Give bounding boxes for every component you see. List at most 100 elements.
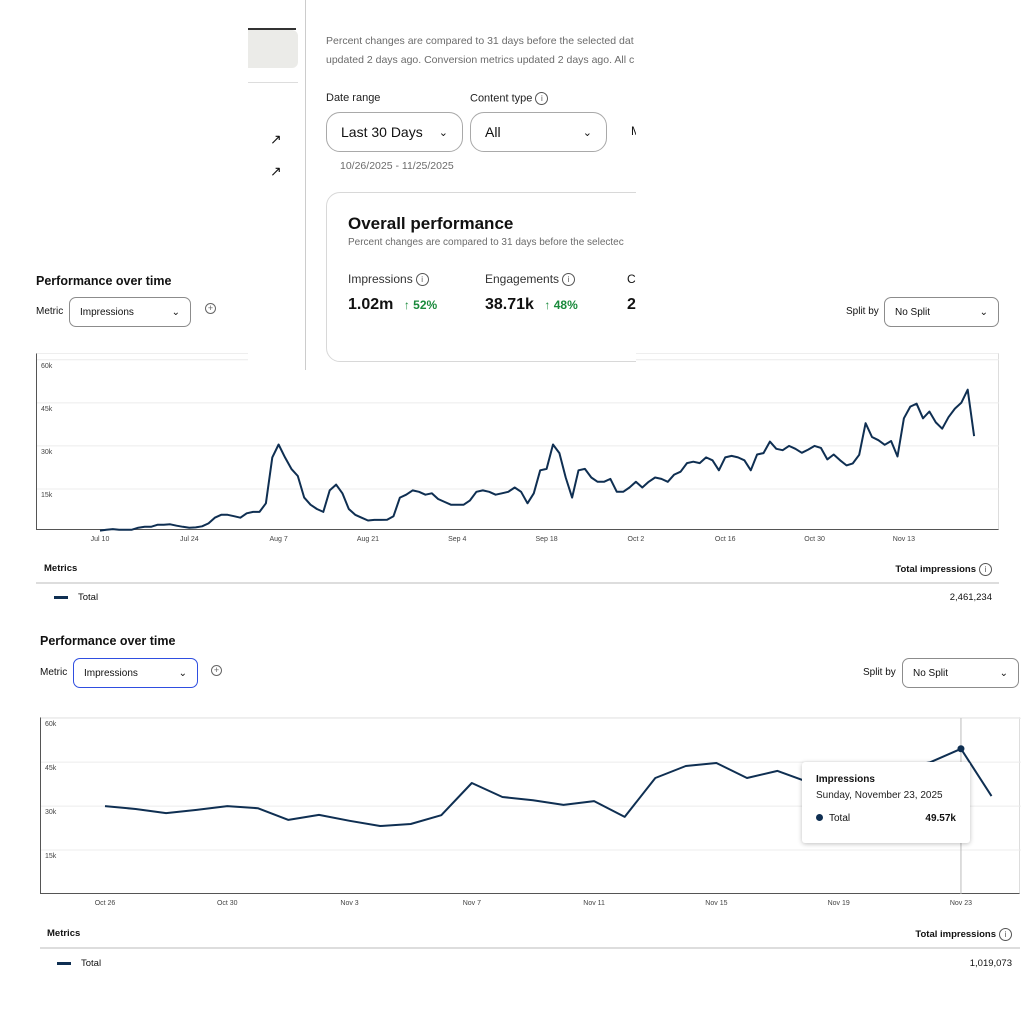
- tooltip-value: 49.57k: [925, 813, 956, 824]
- chevron-down-icon: ⌄: [582, 126, 592, 139]
- metric-dropdown[interactable]: Impressions ⌄: [73, 658, 198, 688]
- split-value: No Split: [895, 306, 931, 318]
- engagements-change: ↑ 48%: [544, 298, 577, 312]
- x-tick-label: Aug 7: [269, 536, 287, 543]
- truncated-metric-value: 2: [627, 296, 636, 313]
- split-value: No Split: [913, 667, 949, 679]
- x-tick-label: Oct 30: [804, 536, 825, 543]
- notice-text: updated 2 days ago. Conversion metrics u…: [326, 54, 635, 66]
- content-type-dropdown[interactable]: All ⌄: [470, 112, 607, 152]
- info-icon[interactable]: i: [562, 273, 576, 287]
- engagements-metric: 38.71k ↑ 48%: [485, 296, 578, 314]
- chart-tooltip: Impressions Sunday, November 23, 2025 To…: [802, 762, 970, 843]
- x-tick-label: Nov 15: [705, 900, 727, 907]
- metric-value: Impressions: [80, 306, 134, 318]
- x-tick-label: Nov 7: [463, 900, 481, 907]
- engagements-value: 38.71k: [485, 296, 534, 313]
- chevron-down-icon: ⌄: [438, 126, 448, 139]
- x-tick-label: Nov 19: [828, 900, 850, 907]
- x-tick-label: Nov 13: [893, 536, 915, 543]
- y-tick-label: 30k: [41, 449, 53, 456]
- date-span: 10/26/2025 - 11/25/2025: [340, 160, 454, 172]
- analytics-overview-panel: ↗ ↗ Percent changes are compared to 31 d…: [248, 0, 636, 370]
- y-tick-label: 15k: [41, 492, 53, 499]
- truncated-dropdown-label[interactable]: M: [631, 124, 636, 138]
- x-tick-label: Oct 2: [628, 536, 645, 543]
- line-chart: 60k 45k 30k 15k Jul 10 Jul 24 Aug 7 Aug 21 Sep 4…: [37, 359, 999, 543]
- info-icon[interactable]: i: [979, 563, 992, 576]
- section-title: Performance over time: [40, 634, 176, 648]
- y-tick-label: 15k: [45, 853, 57, 860]
- x-tick-label: Nov 11: [583, 900, 605, 907]
- tooltip-title: Impressions: [816, 774, 875, 785]
- info-icon[interactable]: i: [535, 92, 549, 105]
- impressions-label: Impressions i: [348, 272, 429, 287]
- impressions-metric: 1.02m ↑ 52%: [348, 296, 437, 314]
- chevron-down-icon: ⌄: [999, 667, 1008, 679]
- split-by-dropdown[interactable]: No Split ⌄: [884, 297, 999, 327]
- divider: [40, 947, 1020, 949]
- chart-area: 60k 45k 30k 15k Jul 10 Jul 24 Aug 7 Aug 21 Sep 4…: [36, 353, 999, 543]
- split-by-label: Split by: [846, 306, 879, 317]
- legend-row: Total: [57, 958, 101, 969]
- impressions-change: ↑ 52%: [404, 298, 437, 312]
- chevron-down-icon: ⌄: [979, 306, 988, 318]
- metric-dropdown[interactable]: Impressions ⌄: [69, 297, 191, 327]
- engagements-label-text: Engagements: [485, 272, 560, 286]
- divider: [36, 582, 999, 584]
- x-tick-label: Oct 16: [715, 536, 736, 543]
- x-tick-label: Oct 30: [217, 900, 238, 907]
- overall-performance-card: Overall performance Percent changes are …: [326, 192, 636, 362]
- metric-label: Metric: [36, 306, 64, 317]
- series-line-total[interactable]: [99, 388, 976, 532]
- divider: [305, 0, 306, 370]
- metric-label: Metric: [40, 667, 68, 678]
- x-tick-label: Sep 4: [448, 536, 466, 543]
- chevron-down-icon: ⌄: [171, 306, 180, 318]
- arrow-up-icon: ↑: [403, 298, 410, 312]
- nav-indicator: [248, 28, 296, 30]
- x-tick-label: Nov 3: [340, 900, 358, 907]
- y-tick-label: 30k: [45, 809, 57, 816]
- impressions-value: 1.02m: [348, 296, 394, 313]
- y-tick-label: 60k: [45, 721, 57, 728]
- external-link-icon[interactable]: ↗: [270, 131, 282, 147]
- content-type-label-text: Content type: [470, 92, 533, 105]
- x-tick-label: Nov 23: [950, 900, 972, 907]
- add-metric-icon[interactable]: +: [211, 665, 222, 676]
- y-tick-label: 45k: [45, 765, 57, 772]
- metric-value: Impressions: [84, 667, 138, 679]
- total-value: 2,461,234: [949, 592, 992, 603]
- info-icon[interactable]: i: [999, 928, 1012, 941]
- series-label: Total: [81, 958, 102, 969]
- add-metric-icon[interactable]: +: [205, 303, 216, 314]
- tooltip-date: Sunday, November 23, 2025: [816, 790, 943, 801]
- card-title: Overall performance: [348, 214, 514, 233]
- content-type-label: Content type i: [470, 92, 549, 105]
- split-by-dropdown[interactable]: No Split ⌄: [902, 658, 1019, 688]
- series-dot-icon: [816, 814, 823, 821]
- x-tick-label: Aug 21: [357, 536, 379, 543]
- date-range-dropdown[interactable]: Last 30 Days ⌄: [326, 112, 463, 152]
- content-type-value: All: [485, 124, 501, 140]
- nav-item-placeholder[interactable]: [248, 30, 298, 68]
- info-icon[interactable]: i: [415, 273, 429, 287]
- engagements-change-value: 48%: [553, 298, 578, 312]
- date-range-value: Last 30 Days: [341, 124, 423, 140]
- notice-text: Percent changes are compared to 31 days …: [326, 35, 634, 47]
- series-label: Total: [78, 592, 99, 603]
- total-impressions-header: Total impressions i: [895, 563, 992, 576]
- metrics-header: Metrics: [47, 928, 81, 939]
- x-tick-label: Jul 10: [91, 536, 110, 543]
- divider: [248, 82, 298, 83]
- total-value: 1,019,073: [969, 958, 1012, 969]
- highlighted-data-point[interactable]: [957, 745, 965, 753]
- x-tick-label: Oct 26: [95, 900, 116, 907]
- chevron-down-icon: ⌄: [178, 667, 187, 679]
- external-link-icon[interactable]: ↗: [270, 163, 282, 179]
- total-impressions-header-text: Total impressions: [895, 564, 976, 576]
- y-tick-label: 45k: [41, 406, 53, 413]
- arrow-up-icon: ↑: [544, 298, 551, 312]
- total-impressions-header-text: Total impressions: [915, 929, 996, 941]
- legend-row: Total: [54, 592, 98, 603]
